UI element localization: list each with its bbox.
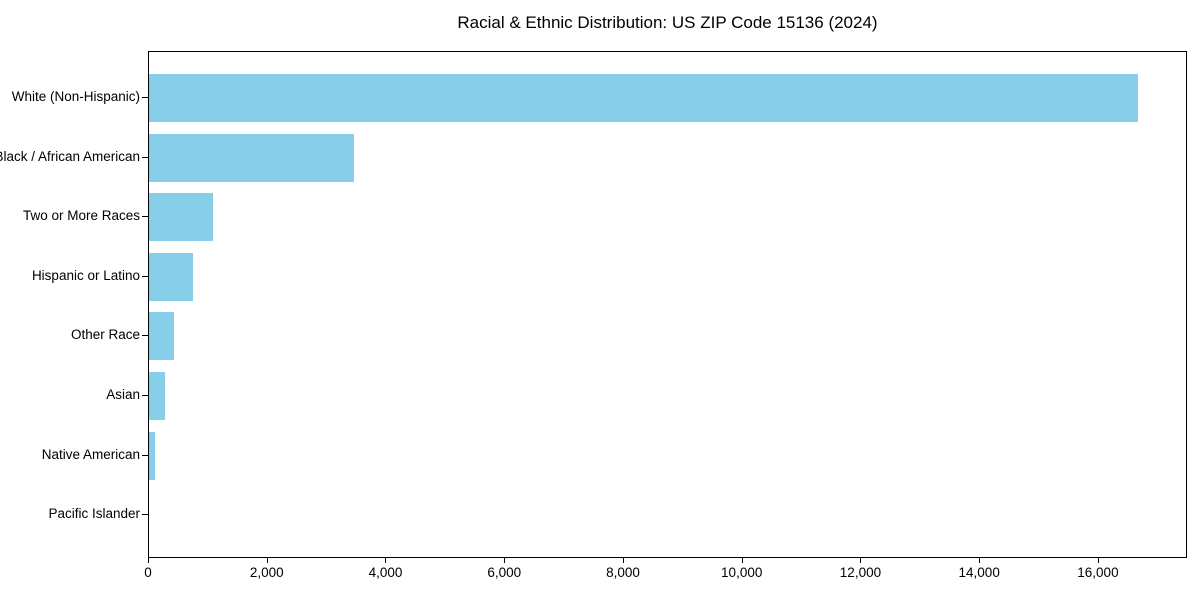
bar-asian [149,372,166,420]
x-tick-label: 2,000 [249,565,284,580]
x-tick-mark [741,558,743,563]
x-tick-mark [1097,558,1099,563]
y-tick-label: Native American [41,446,140,462]
y-tick-label: White (Non-Hispanic) [11,89,140,104]
x-tick-label: 10,000 [721,565,763,580]
y-tick-mark [142,156,148,158]
y-tick-mark [142,454,148,456]
y-tick-label: Asian [106,387,140,402]
bar-two-or-more-races [149,193,213,242]
y-tick-mark [142,335,148,337]
y-tick-mark [142,514,148,516]
x-tick-label: 12,000 [839,565,882,580]
chart-title: Racial & Ethnic Distribution: US ZIP Cod… [457,13,878,32]
plot-area [148,51,1187,558]
y-tick-mark [142,216,148,218]
bar-hispanic-or-latino [149,252,194,301]
y-tick-label: Other Race [70,327,140,343]
y-tick-mark [142,395,148,396]
y-tick-mark [142,275,148,277]
x-tick-label: 14,000 [958,565,1000,580]
x-tick-label: 8,000 [606,565,640,580]
y-tick-mark [142,97,148,98]
bar-other-race [149,312,174,361]
bar-native-american [149,431,155,480]
x-tick-mark [504,558,506,563]
x-tick-mark [266,558,268,563]
y-tick-label: Black / African American [0,148,140,164]
x-tick-label: 4,000 [368,565,403,580]
y-tick-label: Pacific Islander [48,506,140,522]
y-tick-label: Hispanic or Latino [31,267,140,283]
x-tick-label: 0 [144,565,152,580]
x-tick-mark [979,558,981,563]
x-tick-mark [385,558,387,563]
x-tick-mark [148,558,149,563]
x-tick-label: 16,000 [1077,565,1119,580]
bar-white-non-hispanic [149,74,1138,122]
x-tick-mark [622,558,624,563]
x-tick-label: 6,000 [487,565,522,580]
x-tick-mark [860,558,862,563]
bar-black-african-american [149,133,354,182]
y-tick-label: Two or More Races [22,208,140,224]
